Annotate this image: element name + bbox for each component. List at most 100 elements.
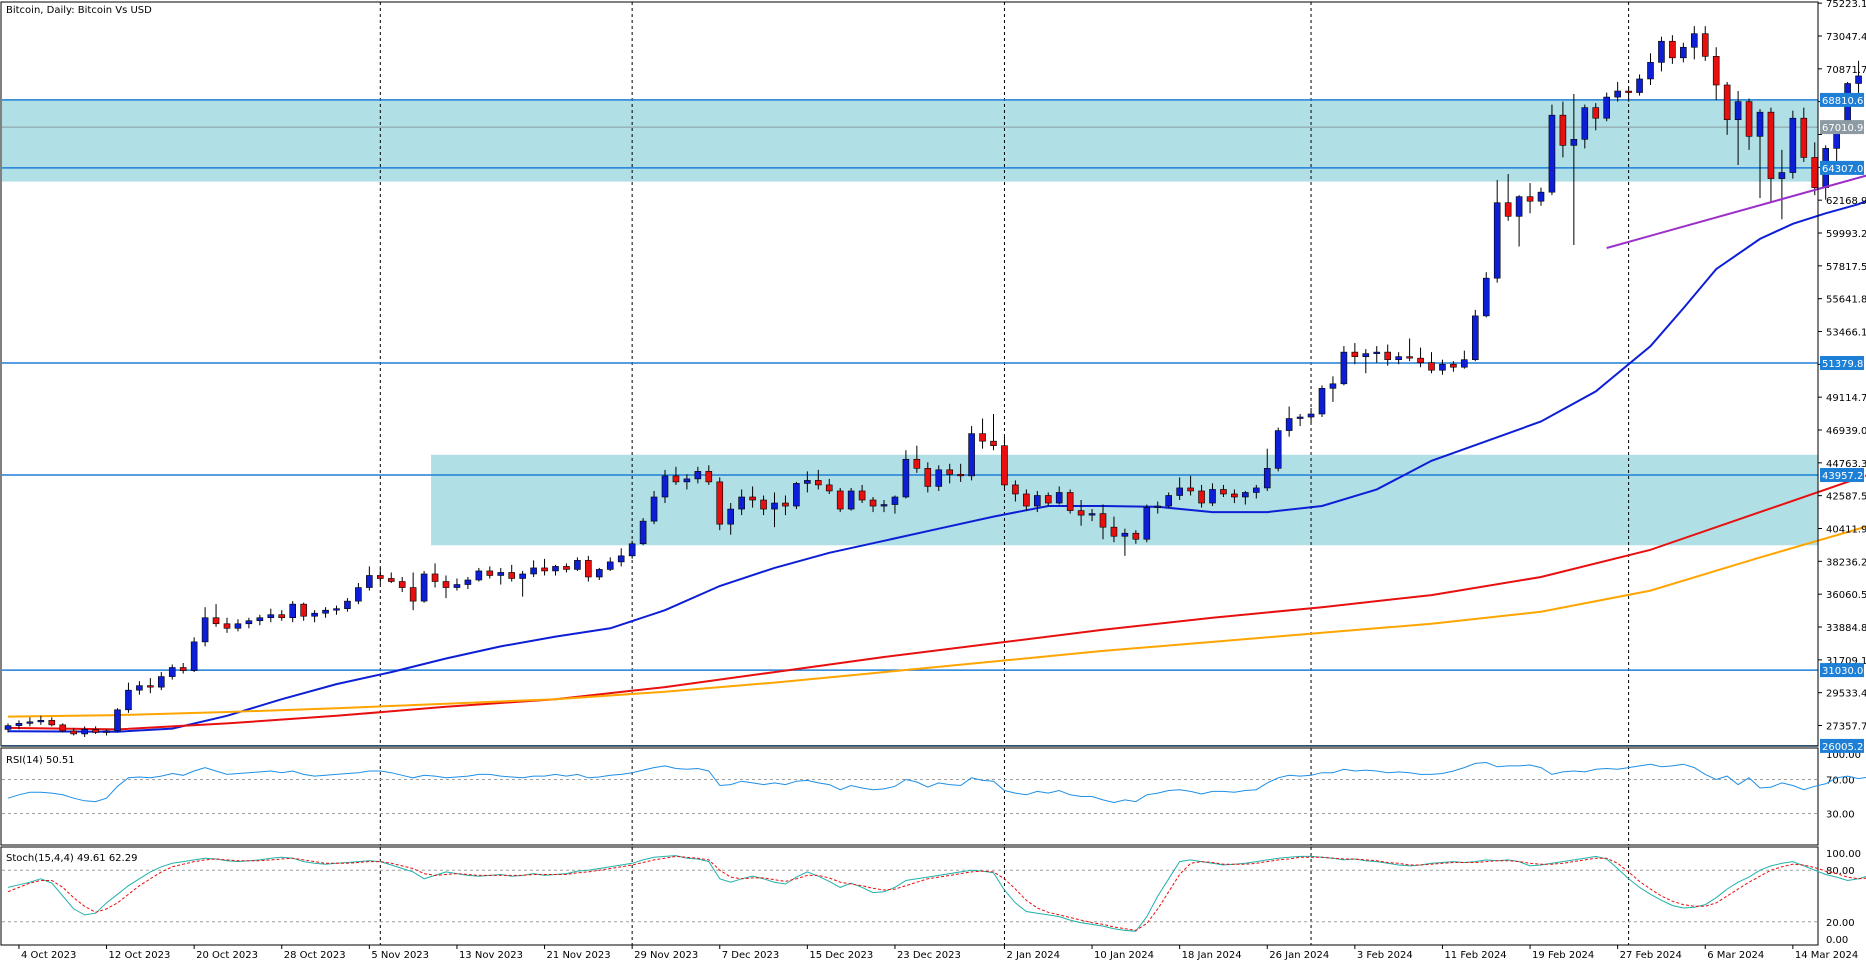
candle-body-40 xyxy=(442,581,450,588)
candle-body-159 xyxy=(1745,101,1753,137)
x-tick-label-6: 21 Nov 2023 xyxy=(547,950,611,961)
candle-body-160 xyxy=(1756,111,1764,137)
x-tick-label-12: 10 Jan 2024 xyxy=(1094,950,1154,961)
candle-body-101 xyxy=(1110,526,1118,537)
candle-body-132 xyxy=(1450,363,1457,368)
candle-body-6 xyxy=(70,730,77,735)
candle-body-13 xyxy=(147,685,154,688)
candle-body-163 xyxy=(1789,117,1797,173)
candle-body-52 xyxy=(574,560,581,570)
level-tag-3 xyxy=(1820,468,1864,483)
level-tag-label-0: 68810.65 xyxy=(1822,96,1866,107)
candle-body-128 xyxy=(1406,356,1413,359)
candle-body-44 xyxy=(486,570,494,576)
candle-body-47 xyxy=(519,573,526,579)
candle-body-4 xyxy=(48,720,56,726)
candle-body-157 xyxy=(1723,84,1731,121)
candle-body-5 xyxy=(59,724,67,732)
candle-body-106 xyxy=(1165,495,1172,507)
candle-body-154 xyxy=(1691,33,1698,48)
candle-body-142 xyxy=(1559,114,1567,146)
candle-body-116 xyxy=(1274,430,1282,469)
candle-body-109 xyxy=(1198,490,1205,504)
x-tick-label-5: 13 Nov 2023 xyxy=(459,950,523,961)
candle-body-65 xyxy=(716,481,724,525)
candle-body-36 xyxy=(398,581,406,588)
candle-body-96 xyxy=(1055,492,1063,504)
candle-body-152 xyxy=(1669,40,1676,59)
candle-body-129 xyxy=(1417,357,1424,363)
candle-body-10 xyxy=(114,709,121,732)
candle-body-23 xyxy=(256,617,264,622)
candle-body-98 xyxy=(1077,510,1085,516)
x-tick-label-13: 18 Jan 2024 xyxy=(1182,950,1242,961)
stoch-label: Stoch(15,4,4) 49.61 62.29 xyxy=(6,853,137,864)
candle-body-37 xyxy=(409,587,417,602)
level-tag-1 xyxy=(1820,160,1864,175)
candle-body-49 xyxy=(541,567,548,572)
candle-body-78 xyxy=(858,490,866,501)
candle-body-35 xyxy=(387,578,395,582)
y-tick-label-0: 75223.17 xyxy=(1826,0,1866,10)
rsi-level-label-1: 70.00 xyxy=(1826,776,1855,787)
x-tick-label-8: 7 Dec 2023 xyxy=(722,950,780,961)
y-tick-label-19: 33884.87 xyxy=(1826,623,1866,634)
y-tick-label-7: 59993.27 xyxy=(1826,229,1866,240)
candle-body-110 xyxy=(1209,489,1216,504)
candle-body-14 xyxy=(158,676,165,688)
candle-body-81 xyxy=(891,496,899,505)
candle-body-164 xyxy=(1800,117,1808,158)
candle-body-42 xyxy=(464,579,472,585)
candle-body-82 xyxy=(902,458,910,498)
y-tick-label-21: 29533.47 xyxy=(1826,689,1866,700)
candle-body-9 xyxy=(103,730,110,733)
y-tick-label-20: 31709.17 xyxy=(1826,656,1866,667)
candle-body-135 xyxy=(1482,277,1490,317)
candle-body-94 xyxy=(1034,495,1041,507)
x-tick-label-14: 26 Jan 2024 xyxy=(1269,950,1329,961)
y-tick-label-1: 73047.47 xyxy=(1826,32,1866,43)
x-tick-label-18: 27 Feb 2024 xyxy=(1620,950,1682,961)
candle-body-83 xyxy=(913,458,921,469)
candle-body-165 xyxy=(1811,157,1819,188)
candle-body-67 xyxy=(738,496,745,510)
level-tag-label-1: 64307.00 xyxy=(1822,164,1866,175)
candle-body-53 xyxy=(585,560,592,578)
candle-body-15 xyxy=(168,667,176,677)
candle-body-64 xyxy=(705,471,713,483)
current-price-tag xyxy=(1820,120,1864,135)
current-price-tag-label: 67010.95 xyxy=(1822,123,1866,134)
candle-body-62 xyxy=(683,478,691,483)
candle-body-25 xyxy=(278,614,286,619)
y-tick-label-9: 55641.87 xyxy=(1826,295,1866,306)
candle-body-7 xyxy=(81,729,88,735)
candle-body-123 xyxy=(1351,351,1359,357)
candle-body-45 xyxy=(497,572,505,576)
candle-body-111 xyxy=(1220,489,1227,495)
candle-body-33 xyxy=(366,575,373,588)
candle-body-66 xyxy=(727,508,735,525)
candle-body-137 xyxy=(1504,202,1512,217)
candle-body-161 xyxy=(1767,111,1775,179)
candle-body-56 xyxy=(617,555,625,563)
candle-body-155 xyxy=(1701,33,1709,57)
level-tag-5 xyxy=(1820,738,1864,753)
candle-body-89 xyxy=(979,433,986,442)
y-tick-label-8: 57817.57 xyxy=(1826,262,1866,273)
candle-body-131 xyxy=(1439,363,1446,371)
level-tag-label-2: 51379.88 xyxy=(1822,359,1866,370)
candle-body-99 xyxy=(1088,513,1096,516)
candle-body-103 xyxy=(1132,532,1140,540)
candle-body-125 xyxy=(1373,351,1381,354)
candle-body-150 xyxy=(1647,62,1654,80)
candle-body-51 xyxy=(563,566,570,570)
candle-body-57 xyxy=(628,543,636,557)
level-tag-2 xyxy=(1820,355,1864,370)
candle-body-139 xyxy=(1526,196,1534,202)
candle-body-21 xyxy=(234,623,242,629)
candle-body-156 xyxy=(1712,56,1720,86)
x-tick-label-19: 6 Mar 2024 xyxy=(1707,950,1764,961)
candle-body-19 xyxy=(212,617,220,625)
candle-body-105 xyxy=(1154,505,1162,508)
candle-body-27 xyxy=(300,603,307,617)
